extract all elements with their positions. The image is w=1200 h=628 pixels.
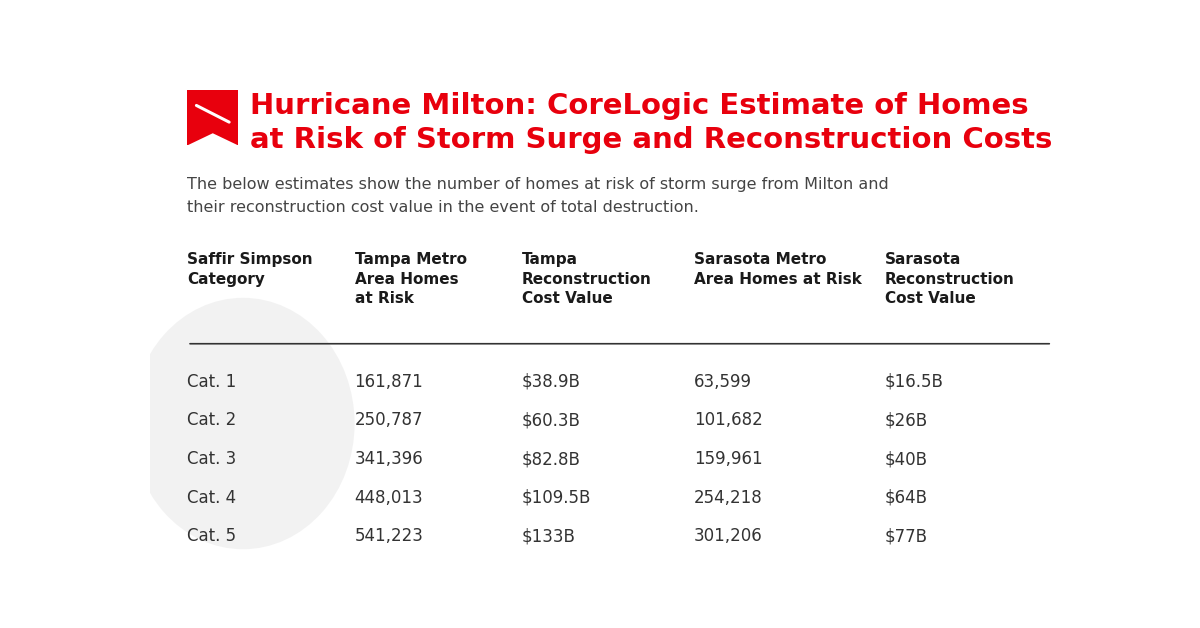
Text: Cat. 2: Cat. 2 [187,411,236,430]
Text: $133B: $133B [522,528,576,546]
Text: Tampa
Reconstruction
Cost Value: Tampa Reconstruction Cost Value [522,252,652,306]
Text: 159,961: 159,961 [694,450,763,468]
Text: 101,682: 101,682 [694,411,763,430]
Text: 254,218: 254,218 [694,489,763,507]
Text: $38.9B: $38.9B [522,373,581,391]
Text: 250,787: 250,787 [355,411,424,430]
Text: Cat. 1: Cat. 1 [187,373,236,391]
Text: Sarasota
Reconstruction
Cost Value: Sarasota Reconstruction Cost Value [884,252,1014,306]
Text: Cat. 5: Cat. 5 [187,528,236,546]
Text: Hurricane Milton: CoreLogic Estimate of Homes: Hurricane Milton: CoreLogic Estimate of … [250,92,1028,121]
Text: 541,223: 541,223 [355,528,424,546]
Text: $82.8B: $82.8B [522,450,581,468]
Text: 63,599: 63,599 [694,373,752,391]
Text: Tampa Metro
Area Homes
at Risk: Tampa Metro Area Homes at Risk [355,252,467,306]
Text: $16.5B: $16.5B [884,373,943,391]
Text: $64B: $64B [884,489,928,507]
Text: The below estimates show the number of homes at risk of storm surge from Milton : The below estimates show the number of h… [187,177,889,215]
Text: 161,871: 161,871 [355,373,424,391]
Text: 448,013: 448,013 [355,489,424,507]
FancyBboxPatch shape [187,90,239,146]
Text: $40B: $40B [884,450,928,468]
Text: Saffir Simpson
Category: Saffir Simpson Category [187,252,313,286]
Ellipse shape [132,298,355,550]
Text: at Risk of Storm Surge and Reconstruction Costs: at Risk of Storm Surge and Reconstructio… [250,126,1052,154]
Text: $77B: $77B [884,528,928,546]
Text: Cat. 4: Cat. 4 [187,489,236,507]
Text: $109.5B: $109.5B [522,489,592,507]
Text: $60.3B: $60.3B [522,411,581,430]
Polygon shape [187,133,239,146]
Text: Sarasota Metro
Area Homes at Risk: Sarasota Metro Area Homes at Risk [694,252,862,286]
Text: $26B: $26B [884,411,928,430]
Text: 301,206: 301,206 [694,528,763,546]
Text: 341,396: 341,396 [355,450,424,468]
Text: Cat. 3: Cat. 3 [187,450,236,468]
